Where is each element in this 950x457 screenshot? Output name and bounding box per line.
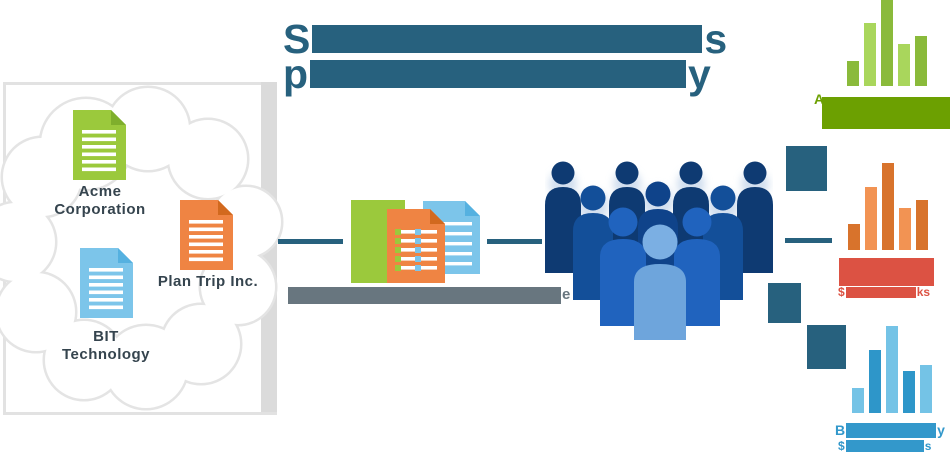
bar <box>886 326 898 413</box>
acme-document-icon <box>73 110 126 180</box>
blue-label-line1-end: y <box>937 422 945 438</box>
green-chart-label-fragment: A <box>814 91 825 107</box>
connector-dash-middle <box>487 239 542 244</box>
green-bar-chart <box>847 0 942 86</box>
orange-chart-label-line2: $ ks <box>838 285 930 299</box>
orange-label-mid-redaction <box>845 286 916 298</box>
bar <box>847 61 859 86</box>
bit-document-label: BIT Technology <box>61 328 151 363</box>
blue-label-line2-end: s <box>924 439 932 453</box>
connector-node-bottom <box>807 325 846 369</box>
bar <box>852 388 864 413</box>
blue-bar-chart <box>852 326 945 413</box>
blue-label-line2-start: $ <box>838 439 845 453</box>
bar <box>916 200 928 250</box>
title-line2-end: y <box>688 51 711 97</box>
green-chart-label-redaction <box>822 97 950 129</box>
bar <box>881 0 893 86</box>
bar <box>899 208 911 250</box>
cloud-icon <box>0 85 284 411</box>
bar <box>920 365 932 413</box>
blue-label-line2-redaction <box>845 440 924 452</box>
caption-redaction-block <box>288 287 561 304</box>
title-line2-start: p <box>283 51 309 97</box>
bit-document-icon <box>80 248 133 318</box>
plan-trip-document-icon <box>180 200 233 270</box>
bar <box>864 23 876 86</box>
blue-chart-label-line1: B y <box>835 422 945 438</box>
plan-trip-document-label: Plan Trip Inc. <box>157 273 259 290</box>
bar <box>882 163 894 250</box>
consolidated-spreadsheets-icon <box>351 200 480 283</box>
title-line-2: p y <box>283 51 711 97</box>
connector-dash-right <box>785 238 832 243</box>
title-line1-end: s <box>704 16 728 62</box>
bar <box>869 350 881 413</box>
blue-label-line1-start: B <box>835 422 846 438</box>
person-silhouette <box>737 161 773 273</box>
orange-bar-chart <box>848 163 943 250</box>
blue-label-line1-redaction <box>846 422 937 438</box>
orange-label-start: $ <box>838 285 845 299</box>
connector-node-top <box>786 146 827 191</box>
bar <box>865 187 877 250</box>
bar <box>903 371 915 413</box>
person-silhouette <box>634 224 686 340</box>
connector-node-middle <box>768 283 801 323</box>
blue-chart-label-line2: $ s <box>838 439 931 453</box>
title-line1-start: S <box>283 16 311 62</box>
users-group-image <box>545 161 773 340</box>
orange-label-end: ks <box>916 285 931 299</box>
acme-document-label: Acme Corporation <box>54 183 146 218</box>
title-redaction-block-2 <box>310 60 687 88</box>
bar <box>898 44 910 86</box>
caption-visible-end: e <box>562 286 571 303</box>
bar <box>915 36 927 86</box>
orange-chart-label-redaction <box>839 258 934 286</box>
bar <box>848 224 860 250</box>
title-line-1: S s <box>283 16 728 62</box>
orange-sheet <box>387 209 445 283</box>
title-redaction-block-1 <box>312 25 703 53</box>
connector-dash-left <box>278 239 343 244</box>
person-silhouette <box>545 161 581 273</box>
